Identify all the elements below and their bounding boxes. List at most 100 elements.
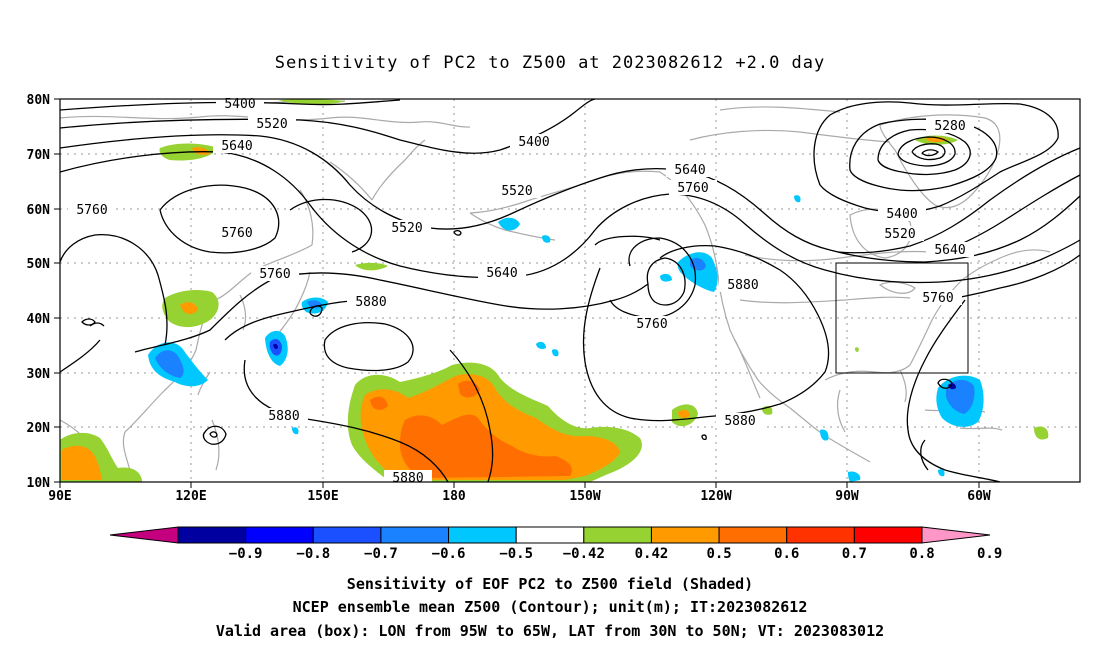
colorbar-label: 0.7 bbox=[842, 546, 867, 562]
negative-patch bbox=[820, 429, 829, 441]
negative-patch bbox=[938, 469, 945, 477]
lat-labels: 80N 70N 60N 50N 40N 30N 20N 10N bbox=[27, 93, 51, 491]
negative-patch bbox=[273, 344, 278, 349]
positive-patch bbox=[62, 445, 102, 480]
colorbar-label: −0.8 bbox=[296, 546, 330, 562]
colorbar-label: −0.42 bbox=[563, 546, 605, 562]
contour-label: 5760 bbox=[636, 317, 667, 332]
colorbar-label: 0.9 bbox=[977, 546, 1002, 562]
colorbar-segment bbox=[448, 526, 517, 544]
positive-patch bbox=[400, 414, 573, 478]
contour-label: 5760 bbox=[259, 267, 290, 282]
contour-label: 5760 bbox=[922, 291, 953, 306]
negative-patch bbox=[848, 471, 861, 482]
footer-line-2: NCEP ensemble mean Z500 (Contour); unit(… bbox=[293, 598, 808, 616]
negative-patch bbox=[948, 383, 956, 390]
contour-label: 5520 bbox=[256, 117, 287, 132]
positive-patch bbox=[855, 347, 859, 352]
lat-label: 60N bbox=[27, 203, 51, 218]
lat-label: 50N bbox=[27, 257, 51, 272]
lon-label: 150W bbox=[569, 489, 600, 504]
lat-label: 80N bbox=[27, 93, 51, 108]
lon-label: 60W bbox=[967, 489, 991, 504]
colorbar-segment bbox=[109, 526, 179, 544]
lat-label: 40N bbox=[27, 312, 51, 327]
colorbar-segment bbox=[786, 526, 855, 544]
contour-label: 5880 bbox=[355, 295, 386, 310]
colorbar-segment bbox=[650, 526, 720, 544]
positive-patch bbox=[1034, 426, 1049, 440]
positive-patch bbox=[278, 99, 345, 105]
lon-label: 180 bbox=[442, 489, 466, 504]
axis-ticks bbox=[54, 98, 980, 488]
contour-label: 5880 bbox=[724, 414, 755, 429]
contour-label: 5400 bbox=[886, 207, 917, 222]
lon-label: 90E bbox=[48, 489, 71, 504]
lon-labels: 90E 120E 150E 180 150W 120W 90W 60W bbox=[48, 489, 991, 504]
colorbar-label: −0.9 bbox=[229, 546, 263, 562]
map-title: Sensitivity of PC2 to Z500 at 2023082612… bbox=[275, 53, 826, 73]
contour-label: 5640 bbox=[486, 266, 517, 281]
negative-patch bbox=[552, 349, 559, 357]
colorbar-segment bbox=[853, 526, 923, 544]
valid-area-box bbox=[835, 262, 969, 374]
contour-label: 5520 bbox=[391, 221, 422, 236]
contour-label: 5880 bbox=[727, 278, 758, 293]
contour-label: 5640 bbox=[221, 139, 252, 154]
negative-patch bbox=[677, 252, 718, 292]
positive-patch bbox=[370, 396, 388, 410]
map-content: 5400 5520 5640 5760 5400 5520 5760 5880 … bbox=[59, 96, 1081, 486]
contour-label: 5640 bbox=[934, 243, 965, 258]
contour-label: 5760 bbox=[677, 181, 708, 196]
colorbar-segment bbox=[380, 526, 450, 544]
contour-label: 5880 bbox=[268, 409, 299, 424]
negative-patch bbox=[155, 350, 184, 378]
positive-patch bbox=[678, 409, 690, 419]
contour-label: 5880 bbox=[392, 471, 423, 486]
positive-patch bbox=[355, 262, 388, 271]
colorbar-segment bbox=[515, 526, 585, 544]
colorbar-segment bbox=[177, 526, 247, 544]
shaded-sensitivity bbox=[60, 99, 1049, 482]
negative-patch bbox=[660, 273, 672, 282]
footer-line-1: Sensitivity of EOF PC2 to Z500 field (Sh… bbox=[347, 575, 753, 593]
negative-patch bbox=[794, 195, 801, 203]
lat-label: 70N bbox=[27, 148, 51, 163]
negative-patch bbox=[498, 217, 520, 231]
contour-label: 5520 bbox=[501, 184, 532, 199]
contour-label: 5520 bbox=[884, 227, 915, 242]
colorbar-label: 0.42 bbox=[635, 546, 669, 562]
colorbar-label: 0.6 bbox=[774, 546, 799, 562]
lat-label: 10N bbox=[27, 476, 51, 491]
contour-label: 5640 bbox=[674, 163, 705, 178]
negative-patch bbox=[542, 235, 551, 243]
negative-patch bbox=[292, 427, 299, 435]
colorbar-segment bbox=[312, 526, 382, 544]
contour-label: 5280 bbox=[934, 119, 965, 134]
colorbar-label: 0.8 bbox=[909, 546, 934, 562]
colorbar-label: −0.5 bbox=[499, 546, 533, 562]
colorbar: −0.9 −0.8 −0.7 −0.6 −0.5 −0.42 0.42 0.5 0.6 0.7 0.… bbox=[109, 526, 1002, 562]
lat-label: 20N bbox=[27, 421, 51, 436]
footer-line-3: Valid area (box): LON from 95W to 65W, L… bbox=[216, 622, 884, 640]
contour-label: 5400 bbox=[518, 135, 549, 150]
lon-label: 150E bbox=[307, 489, 338, 504]
contour-label: 5760 bbox=[76, 203, 107, 218]
positive-patch bbox=[180, 302, 198, 315]
contour-label: 5760 bbox=[221, 226, 252, 241]
colorbar-label: −0.6 bbox=[432, 546, 466, 562]
colorbar-label: 0.5 bbox=[706, 546, 731, 562]
colorbar-segment bbox=[583, 526, 652, 544]
negative-patch bbox=[536, 341, 546, 349]
colorbar-label: −0.7 bbox=[364, 546, 398, 562]
lat-label: 30N bbox=[27, 367, 51, 382]
colorbar-segment bbox=[718, 526, 788, 544]
colorbar-segment bbox=[245, 526, 314, 544]
contour-labels: 5400 5520 5640 5760 5400 5520 5760 5880 … bbox=[76, 97, 966, 486]
lon-label: 120E bbox=[175, 489, 206, 504]
contour-label: 5400 bbox=[224, 97, 255, 112]
map-frame bbox=[59, 98, 1081, 483]
lon-label: 90W bbox=[835, 489, 859, 504]
colorbar-segment bbox=[921, 526, 991, 544]
